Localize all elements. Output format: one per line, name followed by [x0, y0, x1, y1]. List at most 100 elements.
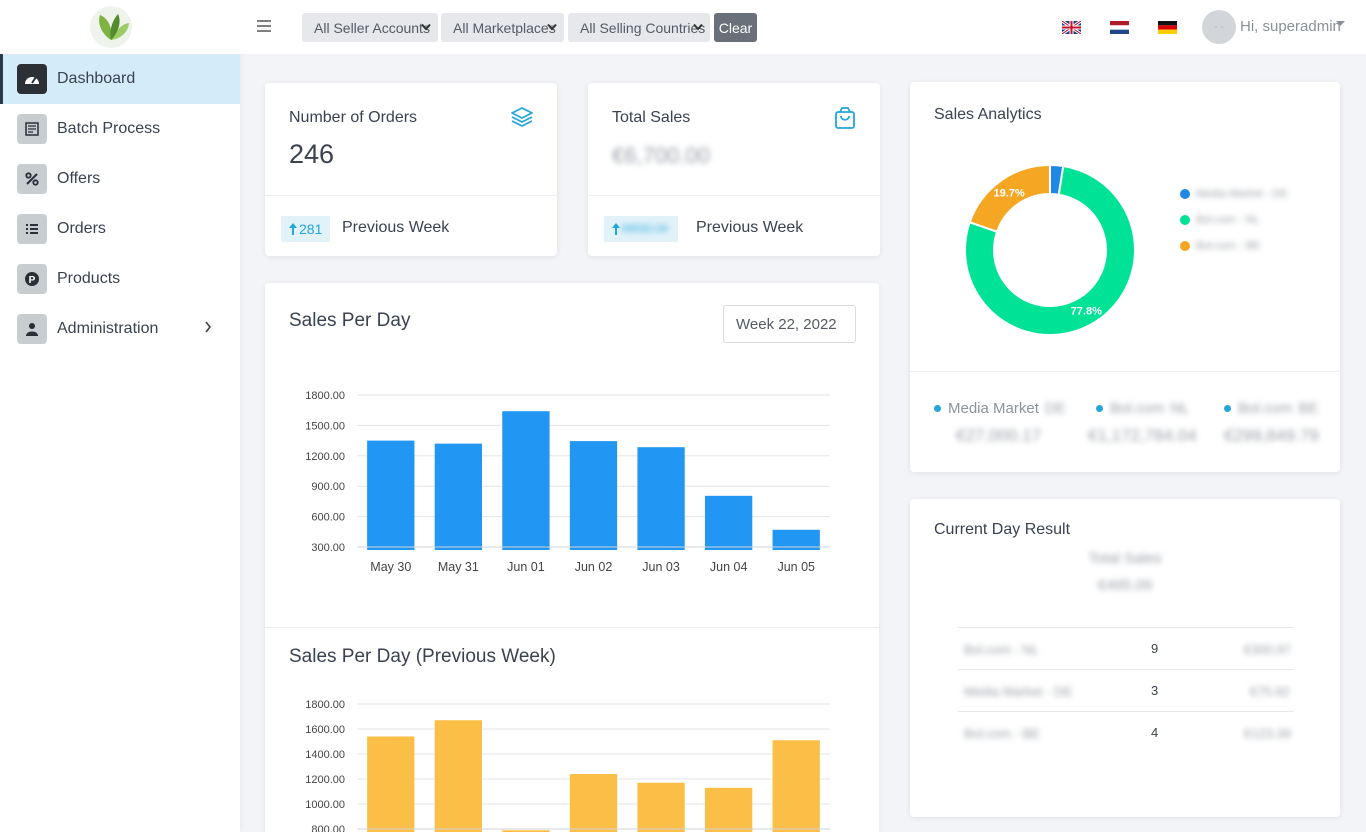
bar	[434, 720, 483, 832]
marketplace-value: All Marketplaces	[453, 19, 556, 36]
sales-per-day-card: Sales Per Day Week 22, 2022 300.00 600.00…	[265, 283, 879, 832]
sidebar-item-products[interactable]: P Products	[0, 254, 240, 304]
divider	[588, 195, 880, 196]
row-amount: €123.39	[1244, 726, 1291, 741]
y-tick-label: 1500.00	[305, 420, 345, 432]
sidebar-item-administration[interactable]: Administration	[0, 304, 240, 354]
sales-analytics-card: Sales Analytics 77.8% 19.7% Media Market …	[910, 82, 1340, 472]
bar	[502, 411, 550, 550]
sidebar-item-offers[interactable]: Offers	[0, 154, 240, 204]
legend-dot	[1180, 241, 1190, 251]
x-tick-label: May 30	[370, 560, 411, 574]
stat-dot	[1224, 405, 1231, 412]
chevron-right-icon	[205, 321, 212, 333]
user-menu[interactable]: Hi, superadmin	[1240, 18, 1341, 35]
germany-flag-icon[interactable]	[1158, 21, 1177, 34]
seller-account-select[interactable]: All Seller Accounts	[302, 13, 438, 42]
batch-icon	[17, 114, 47, 144]
sales-analytics-donut: 77.8% 19.7%	[964, 163, 1136, 336]
previous-sales-value: €6532.04	[622, 223, 668, 235]
orders-count: 246	[289, 139, 335, 169]
sales-per-day-title: Sales Per Day	[289, 310, 411, 331]
total-sales-value: €6,700.00	[612, 143, 710, 168]
sales-per-day-chart: 300.00 600.00 900.00 1200.00 1500.00 1800.00 M…	[305, 390, 830, 574]
bag-icon	[835, 107, 855, 129]
bar	[367, 440, 415, 550]
seller-account-value: All Seller Accounts	[314, 19, 430, 36]
caret-down-icon[interactable]	[1336, 21, 1345, 27]
y-tick-label: 1800.00	[305, 699, 345, 711]
divider	[958, 627, 1294, 628]
chevron-down-icon	[547, 23, 557, 31]
stat-label: Bol.com	[1110, 400, 1165, 417]
divider	[265, 627, 879, 628]
gauge-icon	[17, 64, 47, 94]
avatar[interactable]: - -	[1202, 10, 1236, 44]
y-tick-label: 1200.00	[305, 451, 345, 463]
stat-name: Media Market DE	[934, 400, 1066, 417]
stat-suffix: BE	[1298, 400, 1319, 417]
bar	[772, 740, 820, 832]
stat-name: Bol.com NL	[1096, 400, 1189, 417]
legend-item[interactable]: Bol.com - BE	[1180, 240, 1260, 252]
donut-slice	[968, 163, 1051, 233]
week-picker-input[interactable]: Week 22, 2022	[723, 305, 856, 343]
sidebar-item-orders[interactable]: Orders	[0, 204, 240, 254]
selling-country-select[interactable]: All Selling Countries	[568, 13, 710, 42]
orders-card: Number of Orders 246 281 Previous Week	[265, 83, 557, 256]
divider	[265, 195, 557, 196]
bar	[772, 529, 820, 550]
netherlands-flag-icon[interactable]	[1110, 21, 1129, 34]
marketplace-select[interactable]: All Marketplaces	[441, 13, 564, 42]
clear-button[interactable]: Clear	[714, 13, 757, 42]
stat-label: Bol.com	[1238, 400, 1293, 417]
sidebar-item-label: Products	[57, 270, 121, 287]
previous-sales-badge: €6532.04	[604, 216, 678, 242]
legend-item[interactable]: Media Market - DE	[1180, 188, 1288, 200]
uk-flag-icon[interactable]	[1062, 21, 1081, 34]
legend-dot	[1180, 215, 1190, 225]
x-tick-label: Jun 04	[710, 560, 748, 574]
stat-dot	[934, 405, 941, 412]
row-count: 3	[1151, 683, 1159, 698]
sidebar-item-batch-process[interactable]: Batch Process	[0, 104, 240, 154]
sidebar-item-label: Offers	[57, 170, 101, 187]
chevron-down-icon	[693, 23, 703, 31]
row-marketplace: Media Market - DE	[964, 684, 1073, 699]
donut-data-label: 19.7%	[993, 188, 1024, 200]
x-tick-label: Jun 05	[777, 560, 815, 574]
bar	[704, 787, 753, 832]
legend-item[interactable]: Bol.com - NL	[1180, 214, 1260, 226]
stat-value: €299,849.79	[1224, 426, 1319, 445]
y-tick-label: 1800.00	[305, 390, 345, 402]
x-tick-label: Jun 03	[642, 560, 680, 574]
list-icon	[17, 214, 47, 244]
total-sales-label: Total Sales	[1088, 550, 1162, 567]
sidebar: Dashboard Batch Process Offers Orders P …	[0, 0, 240, 832]
topbar: All Seller Accounts All Marketplaces All…	[240, 0, 1366, 54]
sidebar-item-label: Dashboard	[57, 70, 136, 87]
product-icon: P	[17, 264, 47, 294]
percent-icon	[17, 164, 47, 194]
previous-orders-badge: 281	[281, 216, 331, 242]
previous-orders-value: 281	[299, 221, 323, 237]
row-marketplace: Bol.com - NL	[964, 642, 1040, 657]
stat-dot	[1096, 405, 1103, 412]
sidebar-item-dashboard[interactable]: Dashboard	[0, 54, 240, 104]
logo[interactable]	[88, 4, 134, 50]
row-amount: €300.97	[1244, 642, 1291, 657]
stat-suffix: NL	[1170, 400, 1190, 417]
sidebar-nav: Dashboard Batch Process Offers Orders P …	[0, 54, 240, 354]
chevron-down-icon	[421, 23, 431, 31]
divider	[958, 711, 1294, 712]
y-tick-label: 600.00	[311, 512, 345, 524]
menu-icon[interactable]	[256, 19, 272, 33]
previous-week-label: Previous Week	[696, 219, 804, 236]
previous-week-label: Previous Week	[342, 219, 450, 236]
arrow-up-icon	[612, 223, 620, 235]
y-tick-label: 1200.00	[305, 774, 345, 786]
y-tick-label: 1400.00	[305, 749, 345, 761]
orders-card-title: Number of Orders	[289, 109, 418, 126]
bar	[704, 495, 753, 550]
bar	[637, 447, 685, 550]
